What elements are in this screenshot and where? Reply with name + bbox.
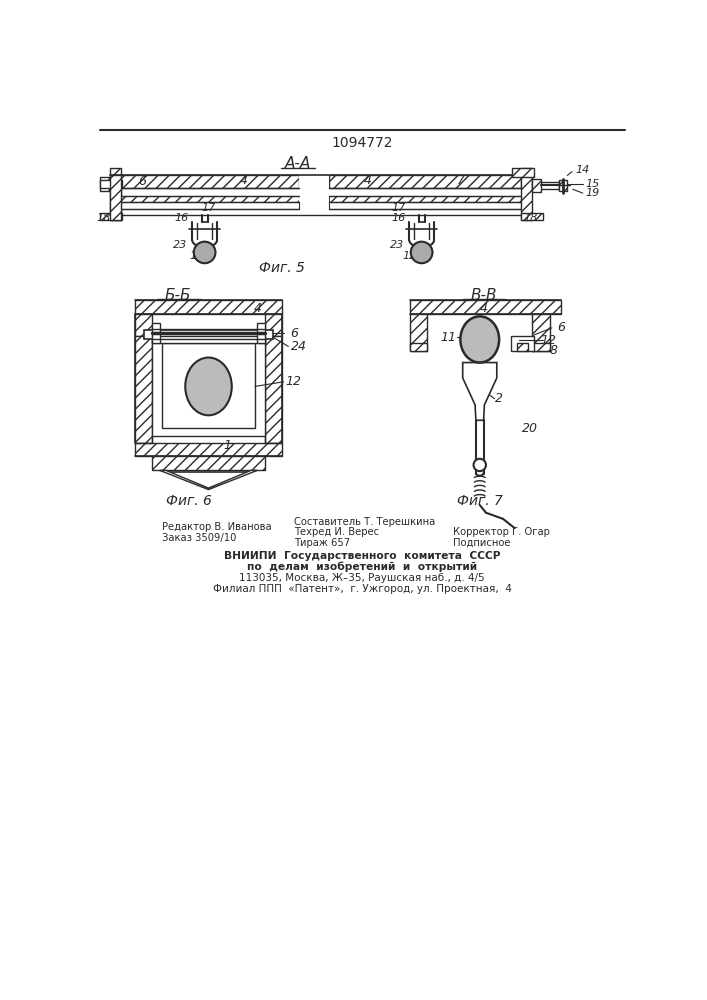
- Bar: [135, 300, 282, 314]
- Text: Фиг. 5: Фиг. 5: [259, 261, 305, 275]
- Bar: [135, 336, 152, 443]
- Text: 4: 4: [240, 174, 247, 187]
- Text: В-В: В-В: [470, 288, 497, 303]
- Text: 15: 15: [585, 179, 600, 189]
- Text: 12: 12: [540, 334, 556, 347]
- Text: 2: 2: [495, 392, 503, 405]
- Bar: [100, 213, 122, 220]
- Text: 16: 16: [391, 213, 406, 223]
- Bar: [152, 323, 160, 343]
- Bar: [329, 196, 521, 202]
- Bar: [329, 175, 521, 188]
- Text: 14: 14: [575, 165, 590, 175]
- Bar: [257, 323, 265, 343]
- Bar: [265, 336, 282, 443]
- Text: 1: 1: [224, 439, 232, 452]
- Bar: [135, 314, 152, 336]
- Bar: [299, 175, 329, 188]
- Bar: [144, 330, 273, 339]
- Bar: [513, 168, 534, 177]
- Text: Тираж 657: Тираж 657: [293, 538, 350, 548]
- Bar: [135, 443, 282, 456]
- Bar: [121, 202, 299, 209]
- Text: 4: 4: [363, 174, 371, 187]
- Text: 23: 23: [390, 240, 404, 250]
- Bar: [410, 300, 561, 314]
- Polygon shape: [160, 470, 257, 490]
- Bar: [521, 213, 542, 220]
- Text: 12: 12: [403, 251, 417, 261]
- Bar: [121, 196, 299, 202]
- Ellipse shape: [460, 316, 499, 363]
- Text: Б-Б: Б-Б: [164, 288, 191, 303]
- Bar: [532, 343, 549, 351]
- Text: 6: 6: [557, 321, 565, 334]
- Bar: [532, 314, 549, 351]
- Text: 20: 20: [522, 422, 538, 434]
- Circle shape: [411, 242, 433, 263]
- Circle shape: [474, 459, 486, 471]
- Text: 17: 17: [391, 203, 406, 213]
- Bar: [521, 168, 532, 220]
- Text: 24: 24: [291, 340, 307, 353]
- Text: Корректор Г. Огар: Корректор Г. Огар: [452, 527, 549, 537]
- Text: 23: 23: [173, 240, 187, 250]
- Text: Подписное: Подписное: [452, 538, 510, 548]
- Text: по  делам  изобретений  и  открытий: по делам изобретений и открытий: [247, 562, 477, 572]
- Text: 17: 17: [201, 203, 216, 213]
- Text: А-А: А-А: [284, 156, 311, 171]
- Bar: [152, 336, 265, 436]
- Text: Составитель Т. Терешкина: Составитель Т. Терешкина: [293, 517, 435, 527]
- Bar: [532, 179, 541, 192]
- Text: 6: 6: [290, 327, 298, 340]
- Text: 4: 4: [479, 302, 488, 315]
- Bar: [517, 343, 528, 351]
- Bar: [100, 180, 122, 188]
- Text: Фиг. 6: Фиг. 6: [166, 494, 212, 508]
- Bar: [152, 336, 265, 343]
- Text: 4: 4: [253, 302, 262, 315]
- Text: 8: 8: [549, 344, 557, 358]
- Text: Фиг. 7: Фиг. 7: [457, 494, 503, 508]
- Bar: [532, 182, 559, 189]
- Bar: [100, 177, 110, 191]
- Text: 1094772: 1094772: [331, 136, 392, 150]
- Bar: [299, 196, 329, 202]
- Bar: [510, 336, 534, 351]
- Text: 12: 12: [286, 375, 302, 388]
- Text: Редактор В. Иванова: Редактор В. Иванова: [162, 522, 271, 532]
- Ellipse shape: [185, 358, 232, 415]
- Text: 6: 6: [139, 175, 146, 188]
- Text: 12: 12: [189, 251, 204, 261]
- Text: 19: 19: [585, 188, 600, 198]
- Bar: [152, 456, 265, 470]
- Bar: [162, 343, 255, 428]
- Text: Филиал ППП  «Патент»,  г. Ужгород, ул. Проектная,  4: Филиал ППП «Патент», г. Ужгород, ул. Про…: [213, 584, 511, 594]
- Text: Заказ 3509/10: Заказ 3509/10: [162, 533, 236, 543]
- Bar: [559, 180, 566, 191]
- Bar: [110, 175, 121, 220]
- Text: 7: 7: [457, 174, 464, 187]
- Text: 18: 18: [523, 213, 537, 223]
- Bar: [110, 168, 121, 220]
- Bar: [329, 202, 521, 209]
- Circle shape: [194, 242, 216, 263]
- Bar: [265, 314, 282, 336]
- Polygon shape: [462, 363, 497, 420]
- Text: Техред И. Верес: Техред И. Верес: [293, 527, 379, 537]
- Bar: [121, 175, 299, 188]
- Bar: [410, 314, 427, 351]
- Text: 16: 16: [174, 213, 189, 223]
- Text: 113035, Москва, Ж–35, Раушская наб., д. 4/5: 113035, Москва, Ж–35, Раушская наб., д. …: [239, 573, 485, 583]
- Text: ВНИИПИ  Государственного  комитета  СССР: ВНИИПИ Государственного комитета СССР: [223, 551, 500, 561]
- Text: 18: 18: [97, 213, 111, 223]
- Bar: [410, 343, 427, 351]
- Text: 11: 11: [440, 331, 457, 344]
